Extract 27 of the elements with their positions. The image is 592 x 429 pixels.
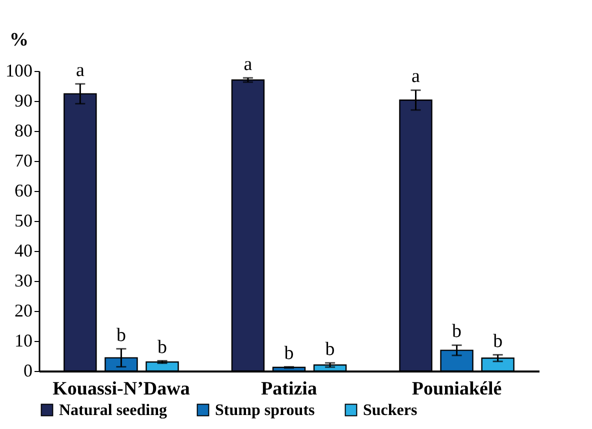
legend-label: Suckers — [363, 402, 418, 419]
annotation: a — [76, 60, 85, 81]
y-tick-label: 90 — [14, 90, 32, 110]
annotation: b — [284, 342, 294, 364]
x-tick-label: Kouassi-N’Dawa — [52, 378, 190, 400]
y-tick-label: 30 — [14, 270, 32, 290]
legend-label: Natural seeding — [59, 402, 167, 419]
annotation: a — [244, 54, 253, 75]
y-tick-label: 10 — [14, 330, 32, 350]
y-tick-label: 0 — [24, 360, 32, 380]
y-tick-label: 20 — [14, 300, 32, 320]
annotation: b — [452, 321, 462, 342]
annotation: b — [116, 324, 126, 346]
annotation: b — [158, 336, 168, 358]
y-tick-label: 50 — [14, 210, 32, 230]
annotation: a — [412, 66, 421, 88]
y-tick-label: 70 — [14, 150, 32, 170]
annotation: b — [493, 330, 503, 352]
y-tick-label: 80 — [14, 120, 32, 140]
y-tick-label: 40 — [14, 240, 32, 260]
y-tick-label: 100 — [6, 60, 32, 80]
x-tick-label: Pouniakélé — [412, 378, 502, 400]
legend-label: Stump sprouts — [215, 402, 315, 419]
y-tick-label: 60 — [14, 180, 32, 200]
annotation: b — [325, 338, 335, 360]
x-tick-label: Patizia — [261, 378, 318, 400]
y-axis-title: % — [10, 30, 28, 50]
